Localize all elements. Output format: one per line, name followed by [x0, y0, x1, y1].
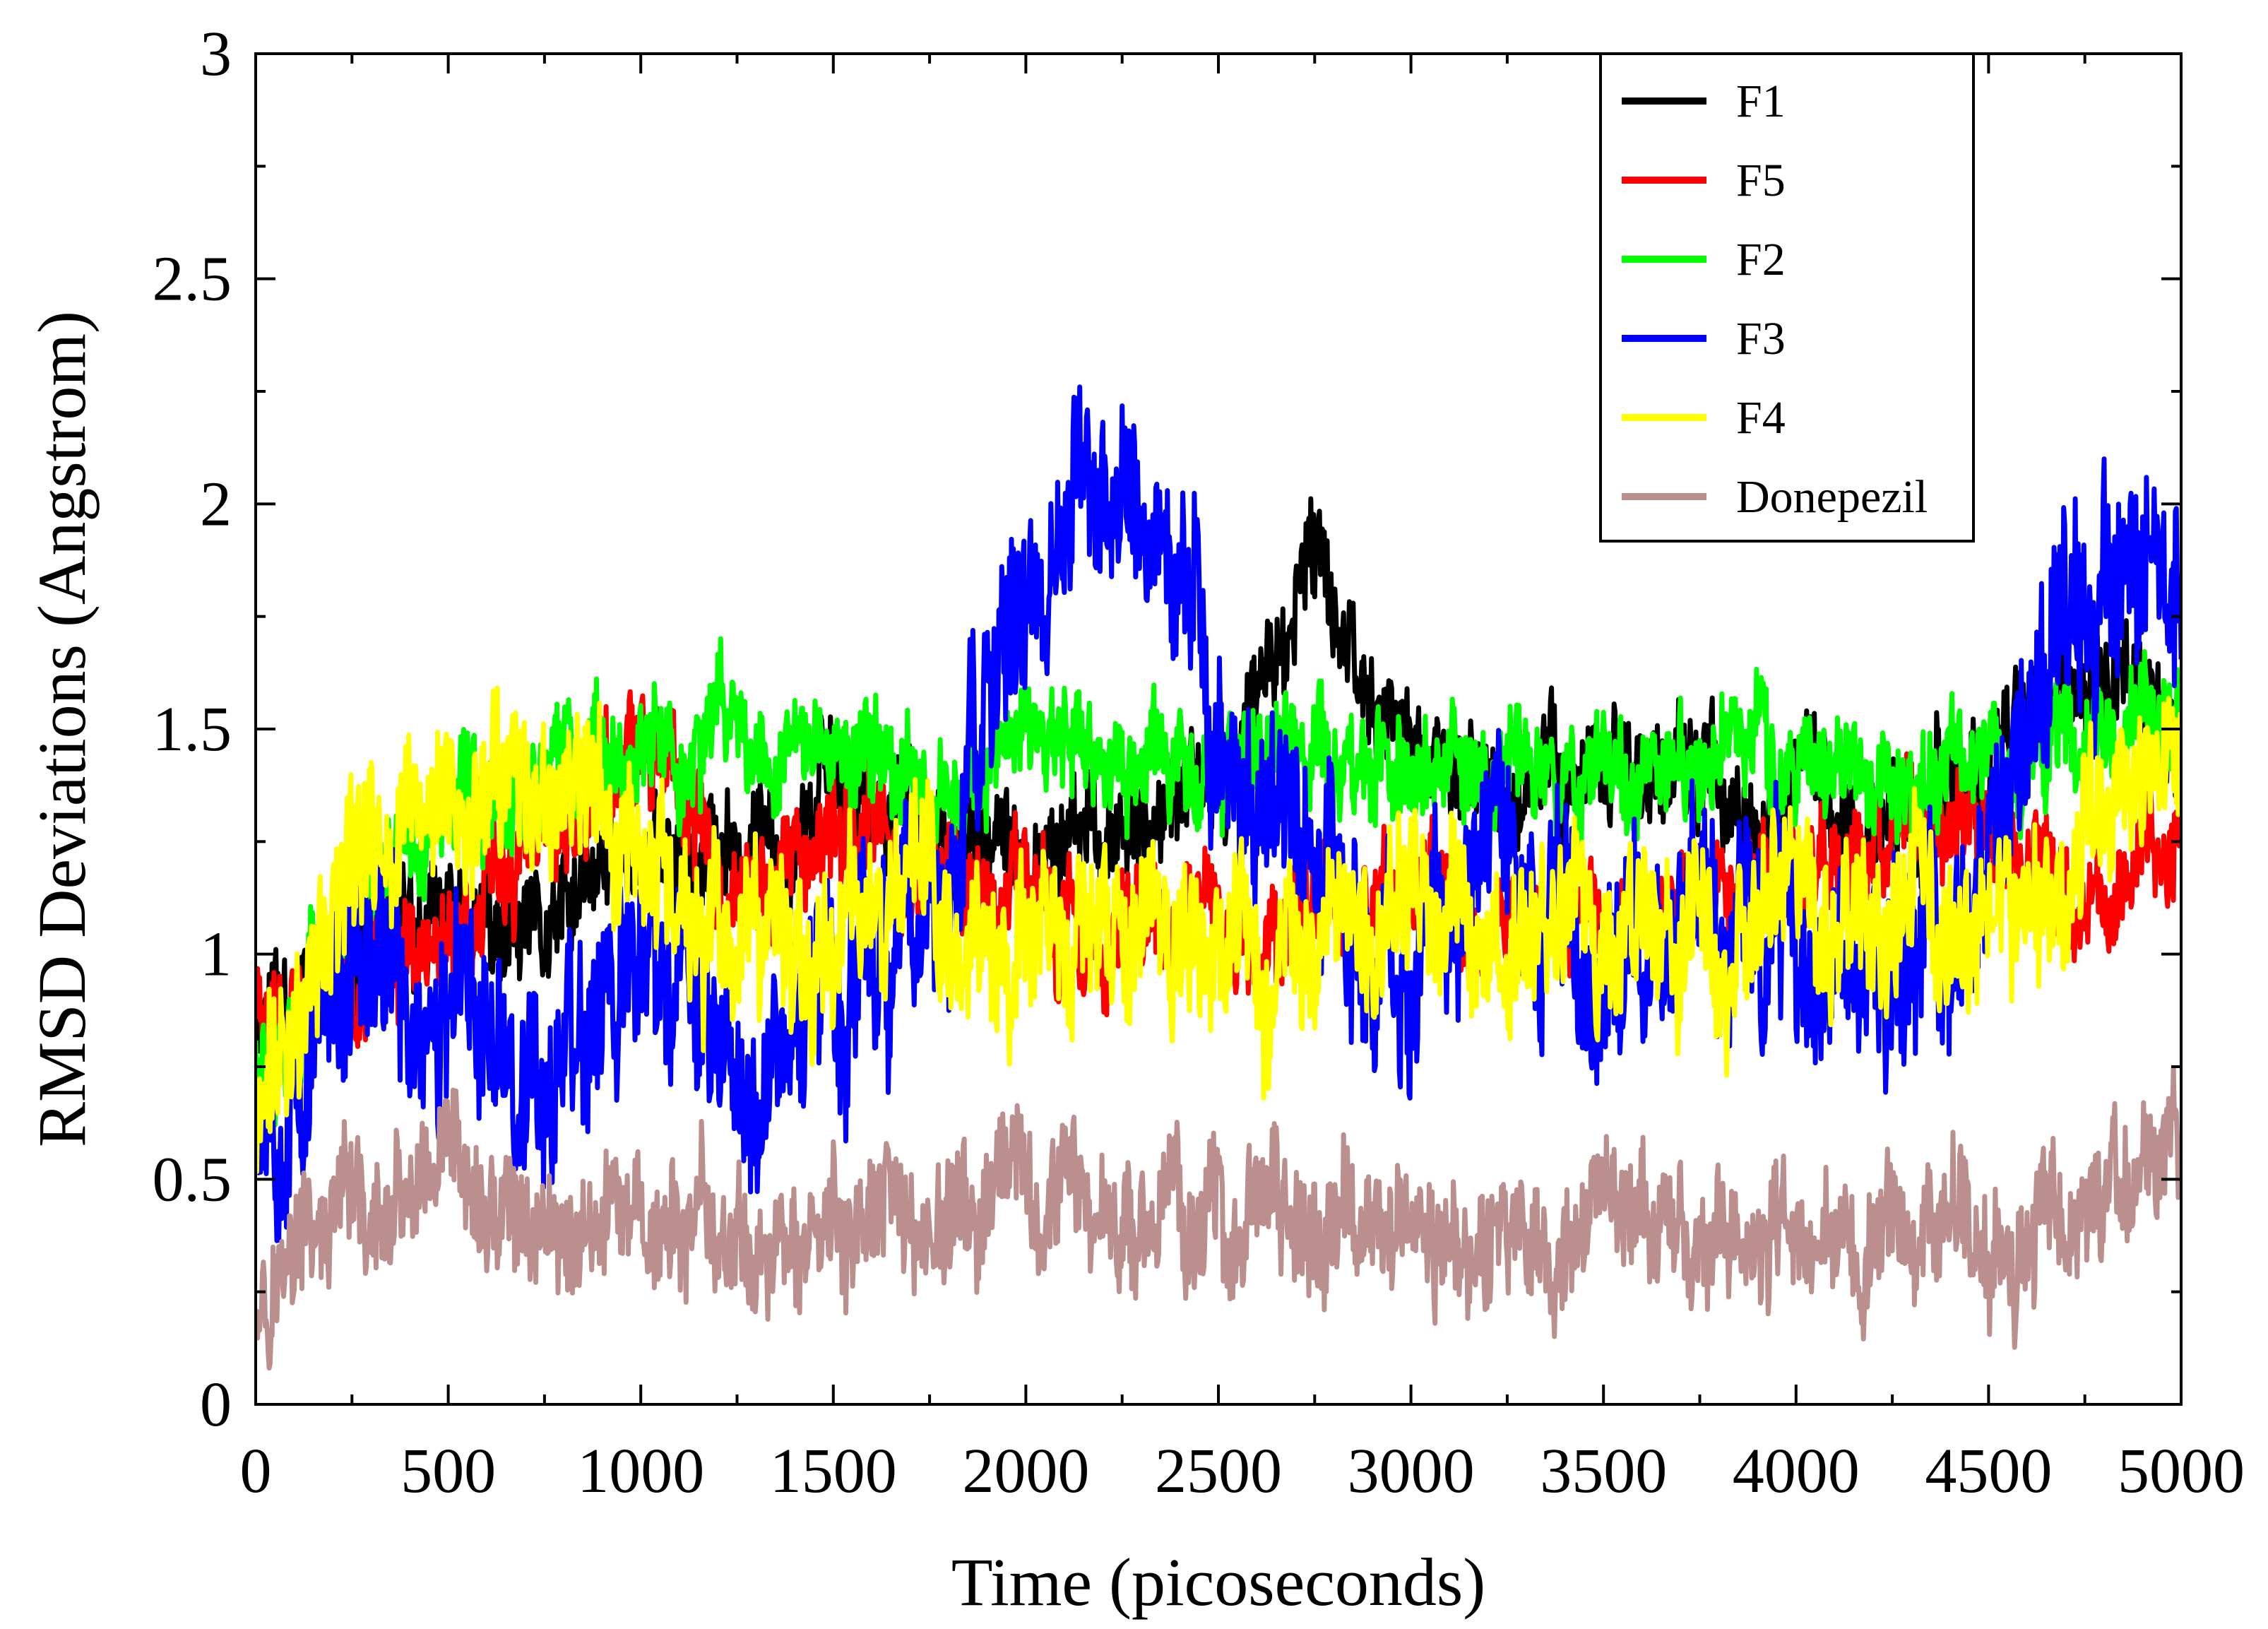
y-tick-label: 1: [200, 920, 232, 990]
x-tick-label: 4500: [1925, 1436, 2052, 1506]
legend-label-f2: F2: [1736, 234, 1786, 285]
axis-ticks: 0 500 1000 1500 2000 2500 3000 3500 4000 4500 5000…: [153, 19, 2245, 1506]
legend-label-donepezil: Donepezil: [1736, 471, 1928, 523]
y-tick-label: 3: [200, 19, 232, 89]
legend: F1 F5 F2 F3 F4 Donepezil: [1599, 52, 1975, 543]
series-layer: [256, 384, 2181, 1371]
x-tick-label: 500: [400, 1436, 496, 1506]
legend-label-f1: F1: [1736, 76, 1786, 127]
y-axis-label: RMSD Deviations (Angstrom): [24, 311, 100, 1147]
legend-label-f3: F3: [1736, 313, 1786, 365]
x-axis-label: Time (picoseconds): [951, 1544, 1485, 1620]
x-tick-label: 5000: [2118, 1436, 2245, 1506]
x-tick-label: 1500: [770, 1436, 897, 1506]
series-line-f3: [256, 384, 2181, 1243]
x-tick-label: 3500: [1540, 1436, 1667, 1506]
x-tick-label: 3000: [1348, 1436, 1475, 1506]
x-tick-label: 1000: [577, 1436, 704, 1506]
y-tick-label: 1.5: [153, 694, 232, 764]
x-tick-label: 2000: [962, 1436, 1089, 1506]
x-tick-label: 0: [240, 1436, 272, 1506]
legend-label-f4: F4: [1736, 392, 1786, 444]
y-tick-label: 0.5: [153, 1144, 232, 1214]
x-tick-label: 2500: [1155, 1436, 1282, 1506]
series-line-f5: [256, 689, 2181, 1094]
y-tick-label: 2: [200, 469, 232, 539]
y-tick-label: 2.5: [153, 244, 232, 314]
legend-box: [1599, 52, 1975, 543]
series-line-f4: [256, 685, 2181, 1175]
legend-label-f5: F5: [1736, 155, 1786, 206]
x-tick-label: 4000: [1733, 1436, 1860, 1506]
y-tick-label: 0: [200, 1370, 232, 1440]
series-line-donepezil: [256, 1065, 2181, 1371]
